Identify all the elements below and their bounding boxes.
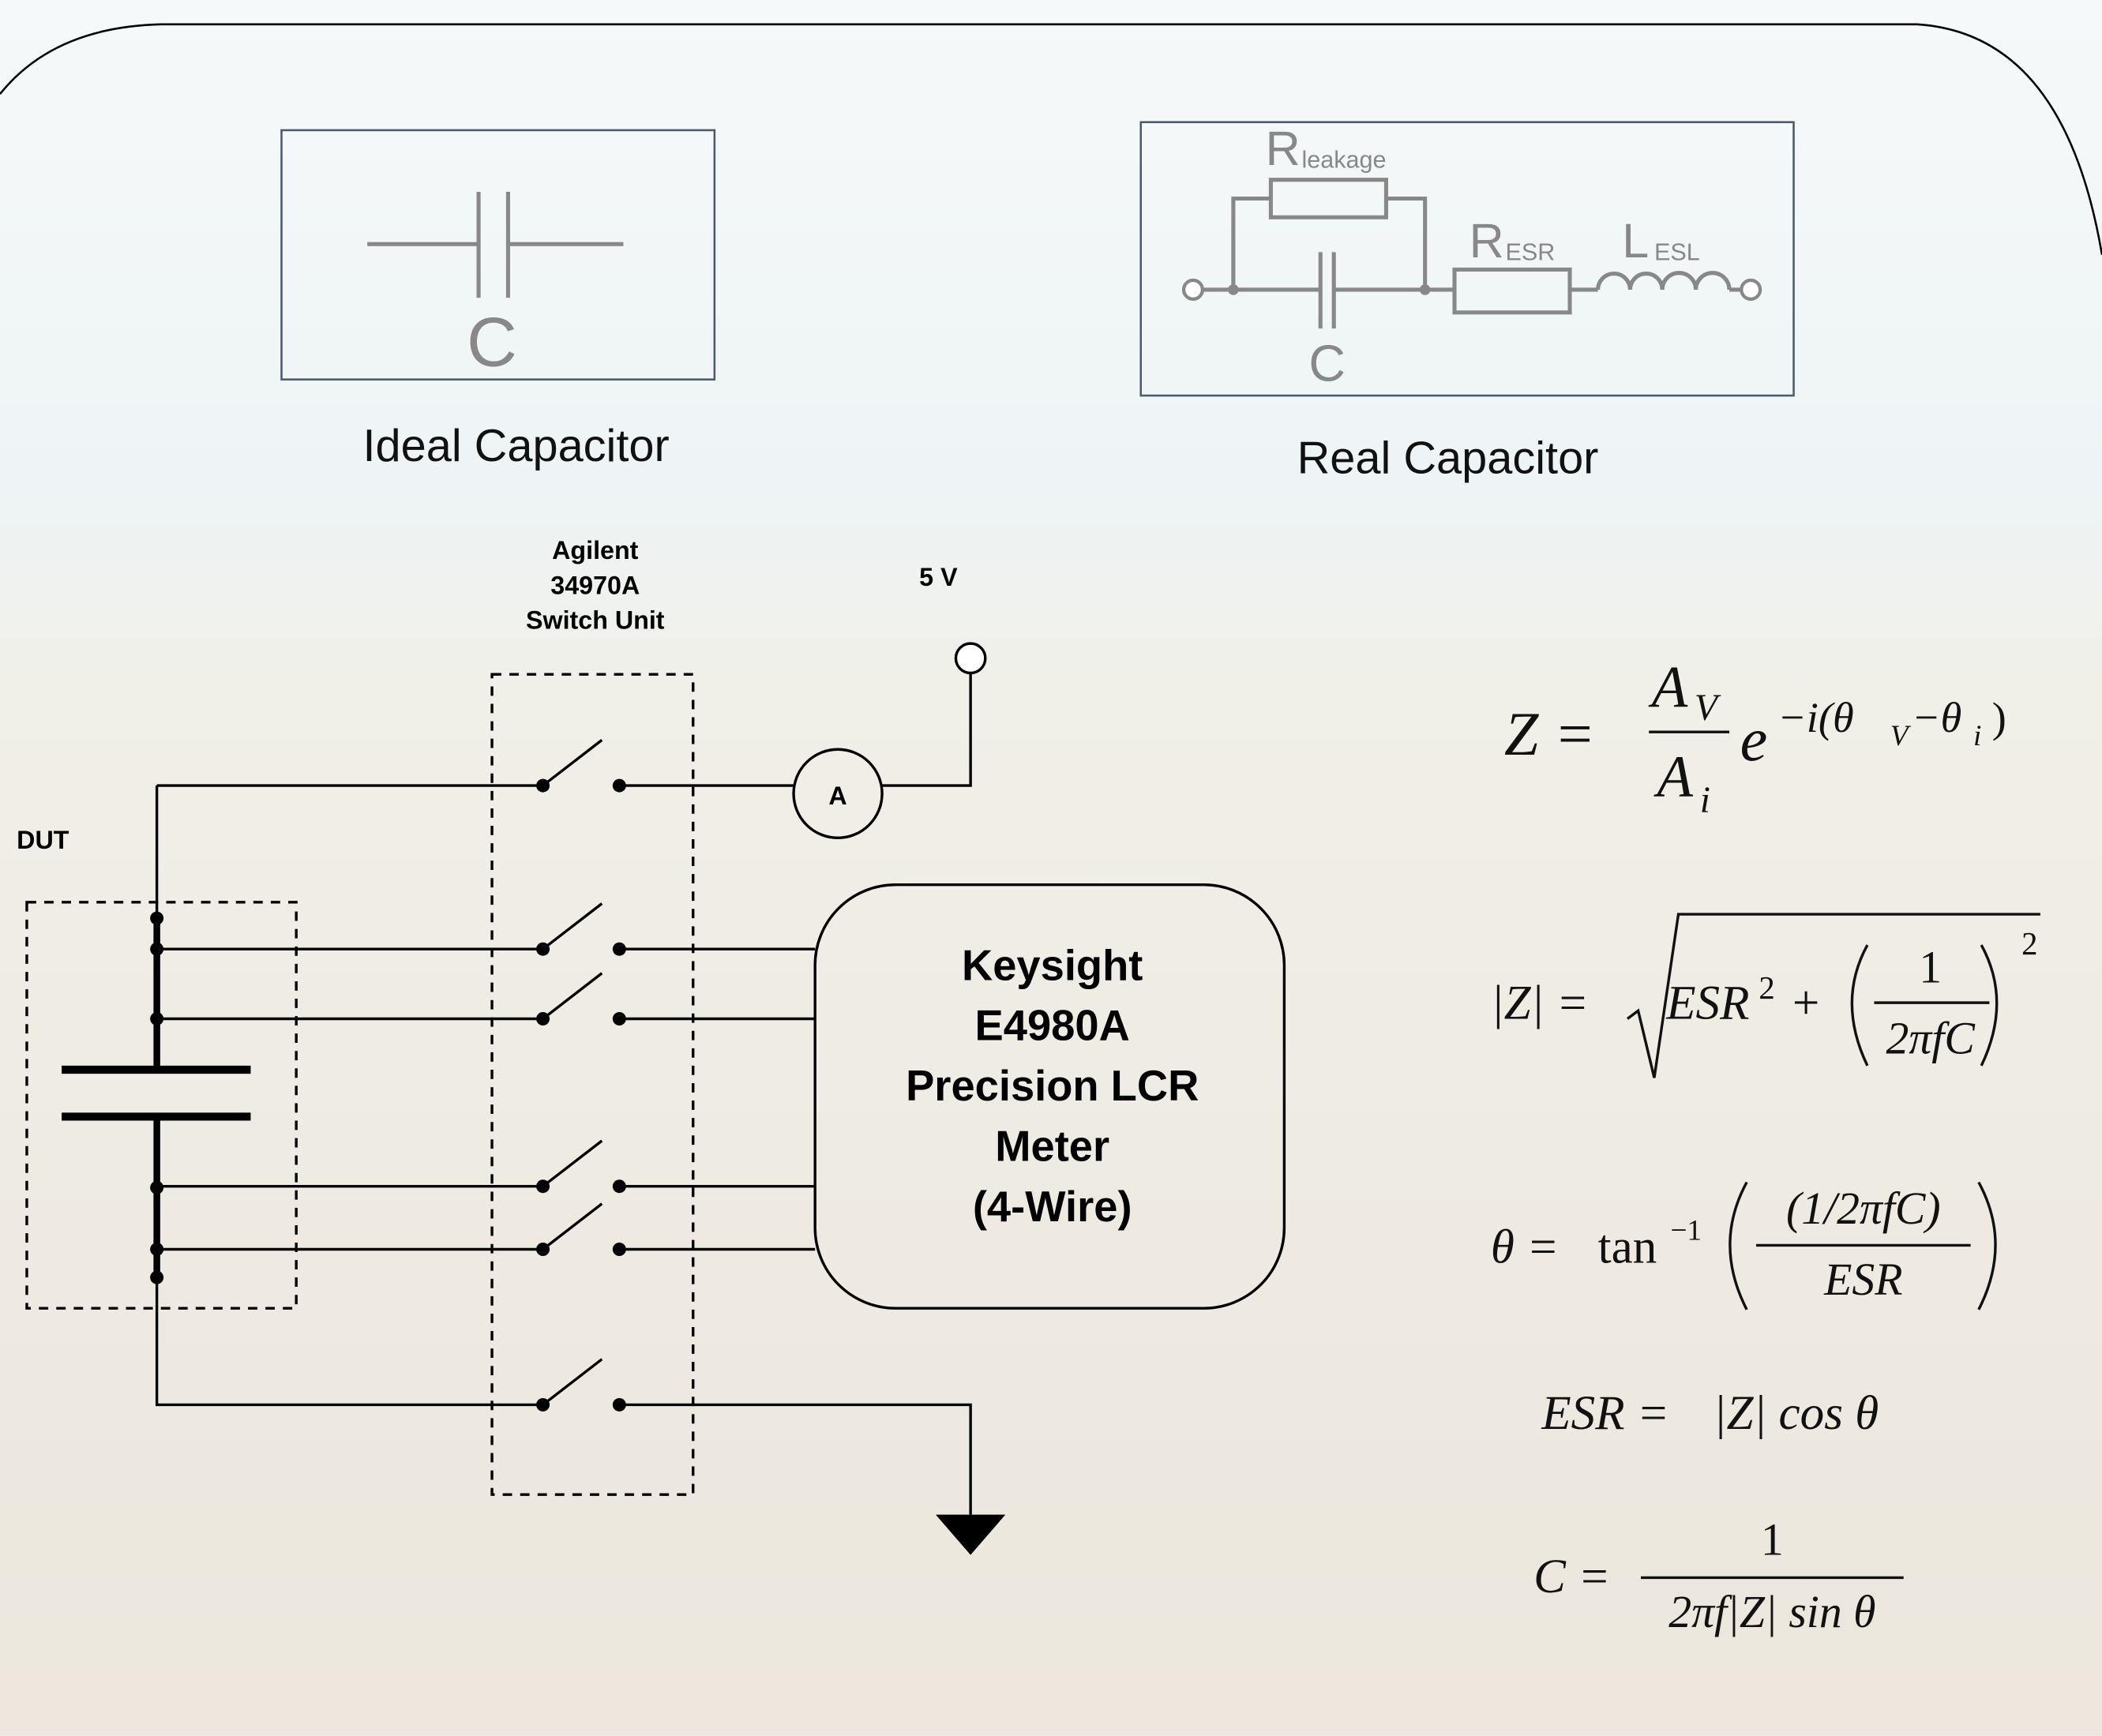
eq: ) <box>1992 694 2006 741</box>
label: C <box>1308 335 1346 392</box>
eq: ESR <box>1665 977 1749 1029</box>
eq: V <box>1695 688 1721 729</box>
subscript: ESL <box>1654 239 1700 266</box>
meter-label: Precision LCR <box>906 1062 1199 1110</box>
label: 5 V <box>919 563 958 591</box>
label: Agilent <box>552 536 639 564</box>
eq: 2πfC <box>1886 1014 1976 1064</box>
label: A <box>828 782 846 810</box>
eq: A <box>1648 654 1688 720</box>
eq: ESR <box>1823 1255 1902 1305</box>
eq: 2 <box>2021 926 2037 962</box>
eq: C = <box>1533 1550 1610 1603</box>
label: L <box>1622 214 1649 268</box>
meter-label: Meter <box>995 1122 1109 1170</box>
eq: θ = <box>1491 1220 1560 1273</box>
meter-label: (4-Wire) <box>973 1183 1132 1231</box>
eq: tan <box>1598 1220 1657 1273</box>
subscript: ESR <box>1506 239 1556 266</box>
eq: A <box>1653 744 1693 810</box>
eq: e <box>1740 705 1768 774</box>
label: 34970A <box>550 571 640 599</box>
eq: i <box>1973 720 1981 752</box>
eq: 1 <box>1919 943 1942 993</box>
eq: 2 <box>1759 970 1774 1006</box>
label: DUT <box>17 826 69 854</box>
meter-label: Keysight <box>962 941 1143 989</box>
meter-label: E4980A <box>975 1002 1130 1050</box>
eq: (1/2πfC) <box>1786 1184 1941 1234</box>
diagram: C Ideal Capacitor R leakage R ESR L ESL … <box>0 0 2102 1736</box>
label: Switch Unit <box>526 606 665 634</box>
eq: ESR = <box>1541 1387 1669 1440</box>
subscript: leakage <box>1301 146 1386 173</box>
eq: |Z| = <box>1491 977 1589 1029</box>
eq: 2πf|Z| sin θ <box>1668 1588 1875 1637</box>
label: R <box>1470 214 1504 268</box>
eq: + <box>1792 977 1819 1029</box>
eq: i <box>1700 780 1710 821</box>
eq: 1 <box>1761 1516 1784 1565</box>
background <box>0 0 2102 1736</box>
caption: Ideal Capacitor <box>362 421 669 471</box>
eq: |Z| cos θ <box>1714 1387 1879 1440</box>
symbol: C <box>467 303 517 381</box>
eq: −θ <box>1912 694 1961 741</box>
eq: Z = <box>1504 699 1596 768</box>
eq: −i(θ <box>1777 694 1854 741</box>
eq: −1 <box>1670 1215 1702 1247</box>
label: R <box>1266 122 1301 175</box>
caption: Real Capacitor <box>1297 433 1599 484</box>
